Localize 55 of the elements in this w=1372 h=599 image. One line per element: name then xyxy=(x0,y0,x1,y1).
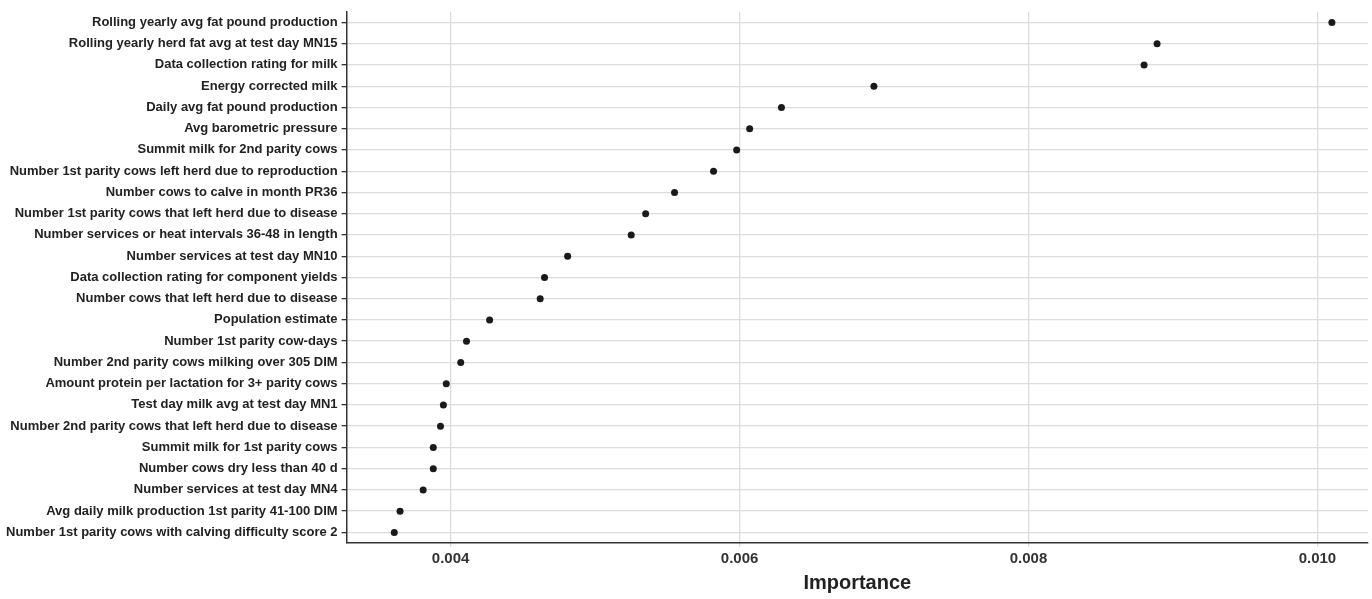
y-tick-label: Rolling yearly avg fat pound production xyxy=(92,14,338,29)
point xyxy=(1153,40,1161,48)
point xyxy=(1140,61,1148,69)
x-axis-title: Importance xyxy=(803,570,912,593)
point xyxy=(541,273,549,281)
y-tick-label: Summit milk for 2nd parity cows xyxy=(137,141,338,157)
point xyxy=(1328,18,1336,26)
point xyxy=(437,422,444,430)
y-tick-label: Number cows dry less than 40 d xyxy=(138,460,338,476)
x-tick-label: 0.006 xyxy=(720,549,759,567)
point xyxy=(390,528,398,536)
y-tick-label: Summit milk for 1st parity cows xyxy=(141,438,338,454)
y-tick-label: Data collection rating for component yields xyxy=(70,268,338,284)
point xyxy=(486,316,494,324)
point xyxy=(671,188,679,196)
y-tick-label: Number cows to calve in month PR36 xyxy=(105,183,338,199)
x-tick-label: 0.008 xyxy=(1009,549,1048,567)
y-tick-label: Number cows that left herd due to disease xyxy=(76,290,338,306)
y-tick-label: Number services or heat intervals 36-48 in length xyxy=(34,226,338,242)
y-tick-label: Number services at test day MN4 xyxy=(133,481,339,497)
y-tick-label: Data collection rating for milk xyxy=(154,56,339,72)
y-tick-label: Number 1st parity cows with calving difficulty score 2 xyxy=(6,523,338,539)
y-tick-label: Avg barometric pressure xyxy=(184,120,338,136)
point xyxy=(627,231,635,239)
point xyxy=(439,401,447,409)
y-tick-label: Number 2nd parity cows milking over 305 DIM xyxy=(53,353,338,369)
point xyxy=(733,146,741,154)
y-tick-label: Energy corrected milk xyxy=(201,77,339,93)
point xyxy=(870,82,878,90)
point xyxy=(429,465,437,473)
point xyxy=(396,507,404,515)
point xyxy=(564,252,572,260)
point xyxy=(463,337,470,345)
point xyxy=(429,443,437,451)
y-tick-label: Number 1st parity cow-days xyxy=(164,332,338,348)
y-tick-label: Daily avg fat pound production xyxy=(146,98,338,114)
y-tick-label: Rolling yearly herd fat avg at test day MN15 xyxy=(68,35,338,51)
point xyxy=(419,486,427,494)
y-tick-label: Number 2nd parity cows that left herd due to disease xyxy=(10,417,338,433)
y-tick-label: Avg daily milk production 1st parity 41-100 DIM xyxy=(46,502,338,518)
point xyxy=(642,210,650,218)
point xyxy=(710,167,718,175)
y-tick-label: Number services at test day MN10 xyxy=(126,247,338,263)
x-tick-label: 0.004 xyxy=(431,549,471,567)
point xyxy=(442,380,450,388)
y-tick-label: Number 1st parity cows that left herd due to disease xyxy=(14,205,338,221)
y-tick-label: Test day milk avg at test day MN1 xyxy=(131,396,338,412)
y-tick-label: Population estimate xyxy=(214,311,338,327)
y-tick-label: Number 1st parity cows left herd due to reproduction xyxy=(9,162,338,178)
x-tick-label: 0.010 xyxy=(1298,549,1337,567)
point xyxy=(746,125,754,133)
point xyxy=(457,358,465,366)
point xyxy=(777,103,785,111)
point xyxy=(536,295,544,303)
y-tick-label: Amount protein per lactation for 3+ parity cows xyxy=(45,375,338,391)
